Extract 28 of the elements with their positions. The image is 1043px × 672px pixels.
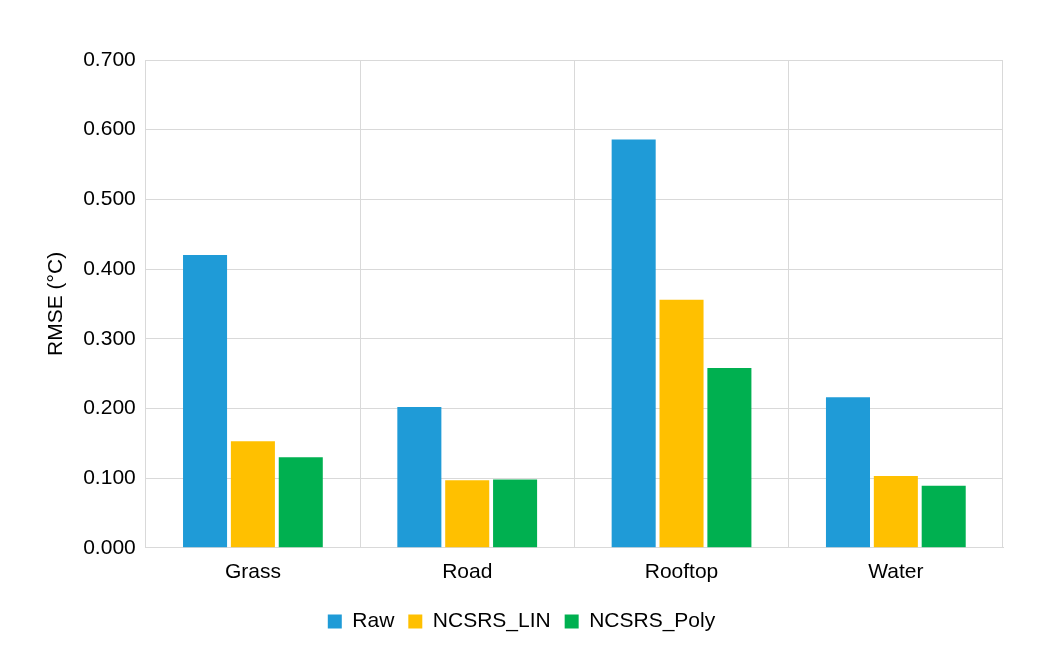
bar bbox=[825, 397, 870, 548]
bar bbox=[493, 479, 538, 548]
bar bbox=[278, 457, 323, 548]
y-tick-label: 0.500 bbox=[83, 186, 136, 210]
x-tick-label: Road bbox=[442, 559, 493, 583]
bar bbox=[659, 299, 704, 548]
bar bbox=[397, 407, 442, 548]
y-tick-label: 0.300 bbox=[83, 325, 136, 349]
x-tick-label: Water bbox=[868, 559, 924, 583]
y-tick-label: 0.700 bbox=[83, 46, 136, 70]
bar bbox=[873, 476, 918, 548]
x-tick-label: Grass bbox=[224, 559, 281, 583]
bar bbox=[707, 368, 752, 548]
bar bbox=[183, 255, 228, 548]
y-tick-label: 0.600 bbox=[83, 116, 136, 140]
y-tick-label: 0.100 bbox=[83, 464, 136, 488]
legend-label: Raw bbox=[352, 608, 396, 632]
legend-label: NCSRS_LIN bbox=[432, 608, 551, 633]
bar bbox=[445, 480, 490, 548]
bar bbox=[611, 139, 656, 548]
y-tick-label: 0.400 bbox=[83, 255, 136, 279]
x-tick-label: Rooftop bbox=[644, 559, 719, 583]
y-tick-label: 0.200 bbox=[83, 395, 136, 419]
y-axis-title: RMSE (°C) bbox=[43, 251, 67, 356]
bar bbox=[230, 441, 275, 548]
bar bbox=[921, 485, 966, 548]
legend-label: NCSRS_Poly bbox=[589, 608, 716, 633]
y-tick-label: 0.000 bbox=[83, 534, 136, 558]
